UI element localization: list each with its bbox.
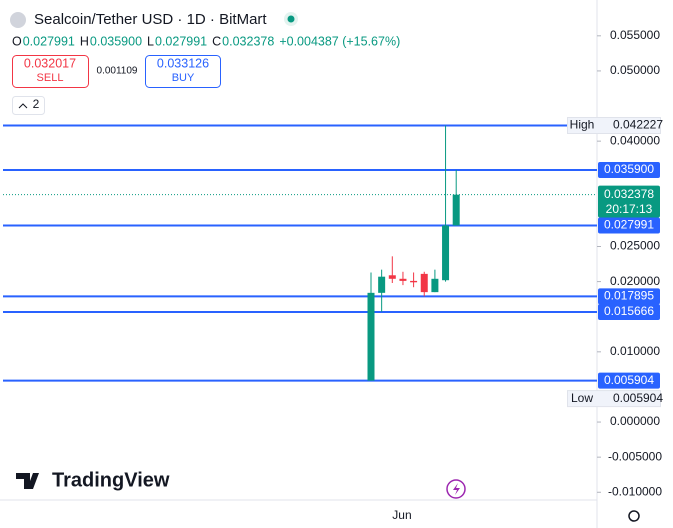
candle-body [367, 292, 375, 381]
candle-body [378, 276, 386, 293]
y-tick-label: 0.055000 [610, 28, 660, 42]
spread: 0.001109 [97, 66, 138, 77]
y-tick-label: -0.010000 [608, 484, 662, 498]
buy-label[interactable]: BUY [172, 72, 195, 84]
change: +0.004387 (+15.67%) [279, 34, 400, 48]
settings-icon[interactable] [628, 510, 640, 522]
symbol-icon [10, 12, 26, 28]
y-tick-label: 0.040000 [610, 133, 660, 147]
candle-body [399, 278, 407, 281]
level-box [598, 217, 660, 234]
ohlc-label: O [12, 34, 22, 48]
candle-body [442, 225, 450, 281]
level-label: 0.005904 [604, 373, 654, 387]
candle-body [420, 273, 428, 293]
x-tick-label: Jun [392, 508, 411, 522]
level-box [598, 161, 660, 178]
y-tick-label: 0.000000 [610, 414, 660, 428]
sell-price[interactable]: 0.032017 [24, 56, 76, 70]
level-box [598, 304, 660, 321]
level-box [598, 372, 660, 389]
countdown: 20:17:13 [606, 202, 653, 216]
brand: TradingView [52, 469, 170, 491]
high-badge [567, 117, 661, 135]
events-icon[interactable] [453, 483, 460, 495]
low-label: Low [571, 391, 593, 405]
chevron[interactable] [18, 103, 28, 109]
ohlc-label: C [212, 34, 221, 48]
ohlc-value: 0.032378 [222, 34, 274, 48]
y-tick-label: 0.010000 [610, 344, 660, 358]
brand-logo [16, 473, 39, 489]
sell-label[interactable]: SELL [37, 72, 64, 84]
level-label: 0.015666 [604, 304, 654, 318]
level-label: 0.017895 [604, 289, 654, 303]
ohlc-value: 0.035900 [90, 34, 142, 48]
candle-body [431, 278, 439, 293]
ohlc-value: 0.027991 [155, 34, 207, 48]
indicators-toggle[interactable] [12, 96, 45, 115]
level-label: 0.035900 [604, 162, 654, 176]
candle-body [410, 280, 418, 283]
ohlc: O 0.027991 H 0.035900 L 0.027991 C 0.032378 [12, 34, 274, 48]
ohlc-value: 0.027991 [23, 34, 75, 48]
sell-button[interactable] [12, 55, 89, 88]
title: Sealcoin/Tether USD · 1D · BitMart [34, 11, 267, 28]
y-tick-label: -0.005000 [608, 449, 662, 463]
buy-price[interactable]: 0.033126 [157, 56, 209, 70]
high-label: High [570, 118, 595, 132]
current-price-label: 0.032378 [604, 187, 654, 201]
y-tick-label: 0.020000 [610, 274, 660, 288]
high-value: 0.042227 [613, 118, 663, 132]
level-box [598, 288, 660, 305]
plot [3, 124, 597, 382]
level-label: 0.027991 [604, 218, 654, 232]
candle-body [388, 275, 396, 279]
ohlc-label: L [147, 34, 154, 48]
y-tick-label: 0.050000 [610, 63, 660, 77]
y-tick-label: 0.025000 [610, 239, 660, 253]
low-value: 0.005904 [613, 391, 663, 405]
status-dot [287, 15, 295, 23]
buy-button[interactable] [145, 55, 221, 88]
low-badge [567, 390, 661, 408]
indicators-count[interactable]: 2 [33, 97, 40, 111]
current-price-box [598, 185, 660, 218]
ohlc-label: H [80, 34, 89, 48]
candle-body [452, 194, 460, 226]
